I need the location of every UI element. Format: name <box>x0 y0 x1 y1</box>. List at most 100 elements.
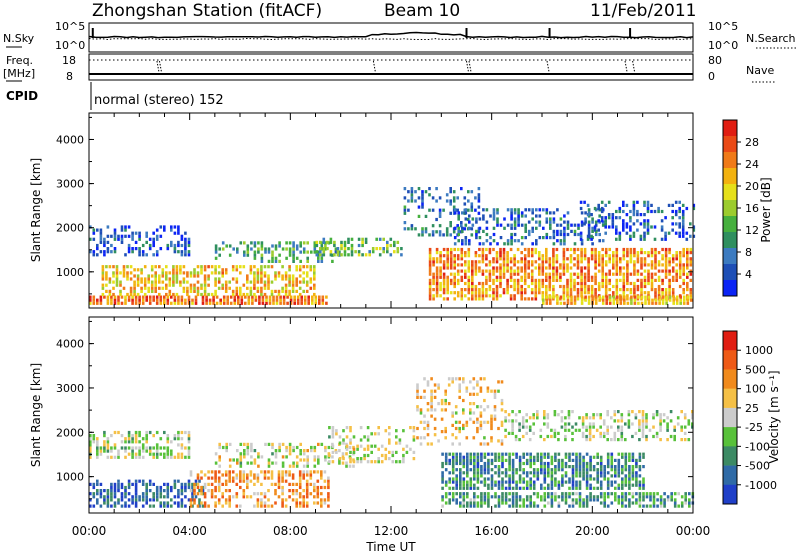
range-time-cell <box>449 278 453 282</box>
range-time-cell <box>583 284 587 289</box>
range-time-cell <box>302 280 305 284</box>
range-time-cell <box>485 281 488 286</box>
range-time-cell <box>377 432 380 436</box>
range-time-cell <box>543 413 546 417</box>
range-time-cell <box>671 222 674 226</box>
range-time-cell <box>520 288 523 292</box>
range-time-cell <box>659 495 663 499</box>
range-time-cell <box>490 423 493 427</box>
range-time-cell <box>172 265 175 269</box>
range-time-cell <box>688 504 691 508</box>
range-time-cell <box>599 471 603 475</box>
range-time-cell <box>520 223 524 227</box>
range-time-cell <box>271 445 274 450</box>
range-time-cell <box>625 225 629 229</box>
time-axis-title: Time UT <box>365 540 416 554</box>
range-time-cell <box>617 410 620 414</box>
range-time-cell <box>473 495 476 499</box>
range-time-cell <box>529 477 532 481</box>
range-time-cell <box>668 260 671 264</box>
range-time-cell <box>647 272 650 276</box>
range-time-cell <box>435 275 439 279</box>
range-time-cell <box>438 211 442 215</box>
range-time-cell <box>547 455 550 459</box>
range-time-cell <box>604 219 607 223</box>
range-time-cell <box>615 231 618 235</box>
range-time-cell <box>380 453 384 458</box>
range-time-cell <box>467 208 470 212</box>
range-time-cell <box>435 272 439 276</box>
range-time-cell <box>257 452 260 456</box>
range-time-cell <box>573 257 576 261</box>
range-time-cell <box>336 250 340 254</box>
range-time-cell <box>165 274 168 278</box>
range-time-cell <box>547 461 550 466</box>
freq-panel-frame <box>88 53 694 81</box>
range-time-cell <box>180 489 184 493</box>
range-time-cell <box>564 452 568 456</box>
range-time-cell <box>239 292 242 297</box>
range-time-cell <box>606 431 609 435</box>
range-time-cell <box>133 286 136 290</box>
range-time-cell <box>89 298 92 302</box>
range-time-cell <box>612 254 615 258</box>
range-time-cell <box>661 257 664 261</box>
range-time-cell <box>141 298 145 302</box>
range-time-cell <box>478 281 481 286</box>
range-time-cell <box>540 498 543 502</box>
range-time-cell <box>624 480 628 484</box>
nave-dip <box>468 60 472 73</box>
range-time-cell <box>473 492 476 496</box>
range-time-cell <box>654 294 657 298</box>
range-time-cell <box>600 219 604 223</box>
range-time-cell <box>659 428 662 432</box>
range-time-cell <box>511 458 515 462</box>
range-time-cell <box>210 489 214 493</box>
range-time-cell <box>543 474 547 478</box>
range-time-cell <box>200 292 203 297</box>
range-time-cell <box>101 268 105 272</box>
range-time-cell <box>421 202 424 206</box>
range-time-cell <box>490 426 493 431</box>
range-time-cell <box>614 495 617 499</box>
range-time-cell <box>419 436 423 440</box>
range-time-cell <box>567 416 571 420</box>
colorbar-tick-label: -100 <box>745 440 770 453</box>
range-time-cell <box>578 416 581 420</box>
range-time-cell <box>431 196 435 200</box>
range-time-cell <box>428 251 432 255</box>
range-time-cell <box>113 250 117 254</box>
range-time-cell <box>524 226 527 230</box>
range-time-cell <box>424 227 428 231</box>
range-time-cell <box>242 492 246 496</box>
range-time-cell <box>305 271 309 275</box>
range-time-cell <box>588 422 592 426</box>
range-time-cell <box>295 280 298 284</box>
range-time-cell <box>320 492 323 496</box>
range-time-cell <box>459 495 462 499</box>
range-time-cell <box>357 237 361 241</box>
range-time-cell <box>453 291 456 295</box>
colorbar-swatch <box>723 427 737 447</box>
range-time-cell <box>617 501 621 505</box>
range-time-cell <box>552 291 555 295</box>
range-time-cell <box>470 208 474 212</box>
range-time-cell <box>292 244 295 248</box>
range-time-cell <box>124 485 127 490</box>
range-time-cell <box>560 419 564 423</box>
range-time-cell <box>529 501 532 505</box>
range-time-cell <box>101 271 105 275</box>
range-time-cell <box>189 271 193 275</box>
range-time-cell <box>536 492 540 496</box>
range-time-cell <box>203 492 207 496</box>
colorbar-swatch <box>723 152 737 169</box>
range-time-cell <box>469 504 473 508</box>
range-time-cell <box>532 474 536 478</box>
range-time-cell <box>428 233 431 237</box>
range-time-cell <box>492 211 496 215</box>
range-time-cell <box>145 492 148 496</box>
range-time-cell <box>583 222 586 226</box>
range-time-cell <box>468 239 471 243</box>
range-time-cell <box>152 482 155 486</box>
range-time-cell <box>246 495 249 499</box>
